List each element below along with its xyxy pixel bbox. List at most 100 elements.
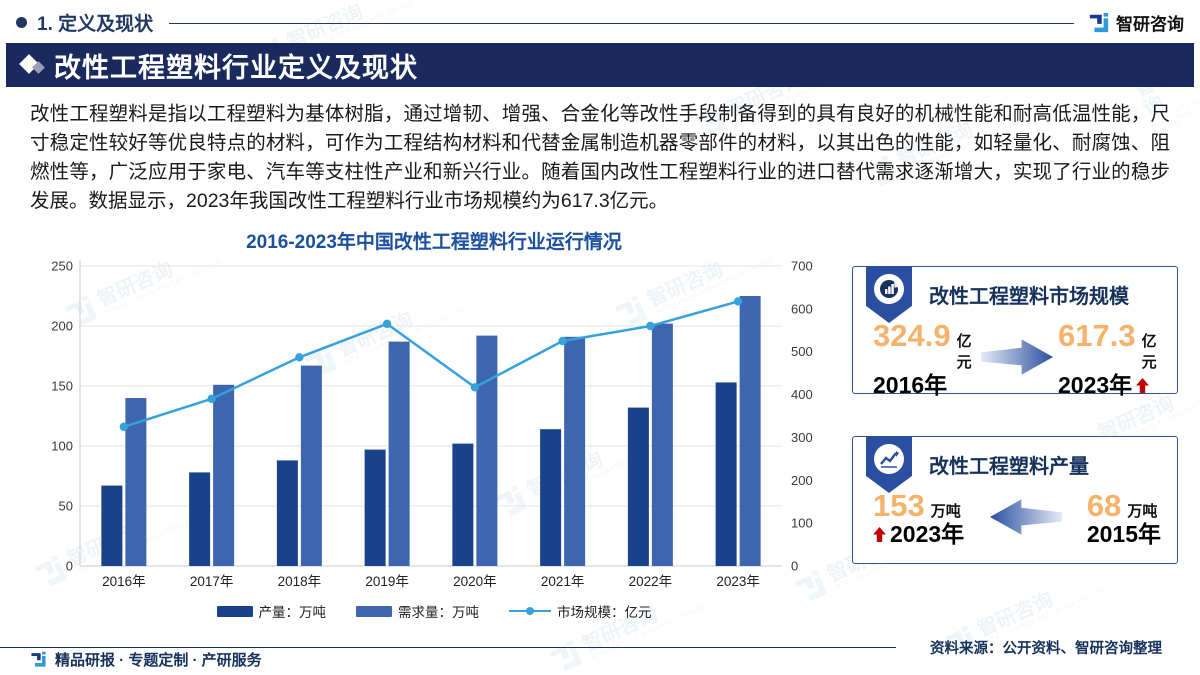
stat-2023: 153 万吨 2023年 bbox=[873, 490, 964, 549]
right-axis-tick: 500 bbox=[791, 344, 813, 359]
demand-bar-2020年 bbox=[476, 335, 498, 566]
stat-year: 2023年 bbox=[890, 521, 965, 547]
trend-chart-icon bbox=[874, 444, 904, 474]
right-axis-tick: 600 bbox=[791, 301, 813, 316]
right-axis-tick: 700 bbox=[791, 259, 813, 274]
legend-label: 市场规模：亿元 bbox=[557, 605, 652, 620]
x-axis-label: 2019年 bbox=[365, 574, 409, 589]
market-scale-swatch-icon bbox=[509, 606, 551, 615]
legend-item-market-scale: 市场规模：亿元 bbox=[509, 601, 652, 621]
stat-2015: 68 万吨 2015年 bbox=[1087, 490, 1161, 549]
stat-unit: 万吨 bbox=[1127, 503, 1158, 520]
right-axis-tick: 200 bbox=[791, 473, 813, 488]
left-axis-tick: 100 bbox=[51, 439, 73, 454]
services-row: 精品研报 · 专题定制 · 产研服务 bbox=[30, 649, 262, 670]
demand-bar-2018年 bbox=[300, 365, 322, 566]
demand-bar-2022年 bbox=[651, 323, 673, 566]
market-scale-card: 改性工程塑料市场规模 324.9 亿元 2016年 bbox=[852, 266, 1178, 398]
up-trend-icon bbox=[1136, 378, 1150, 394]
header-divider bbox=[169, 23, 1074, 24]
stat-year: 2015年 bbox=[1086, 521, 1161, 547]
combo-chart: 0 50 100 150 200 250 0 100 200 300 400 500 600 700 201… bbox=[51, 259, 813, 590]
legend-item-demand: 需求量：万吨 bbox=[356, 601, 479, 621]
x-axis-label: 2018年 bbox=[278, 574, 322, 589]
services-text: 精品研报 · 专题定制 · 产研服务 bbox=[55, 652, 262, 669]
market-scale-marker-2021年 bbox=[558, 336, 567, 346]
demand-bar-2021年 bbox=[564, 336, 586, 566]
production-bar-2023年 bbox=[715, 382, 737, 566]
arrow-right-icon bbox=[980, 337, 1054, 382]
demand-bar-2017年 bbox=[213, 384, 235, 566]
right-axis-tick: 0 bbox=[791, 559, 798, 574]
brand-logo-icon bbox=[1089, 12, 1109, 32]
production-bar-2018年 bbox=[276, 460, 298, 566]
production-bar-2017年 bbox=[189, 472, 211, 566]
legend-item-production: 产量：万吨 bbox=[216, 601, 327, 621]
card-body: 324.9 亿元 2016年 bbox=[853, 309, 1177, 400]
x-axis-label: 2021年 bbox=[541, 574, 585, 589]
card-title: 改性工程塑料市场规模 bbox=[929, 286, 1129, 308]
legend-label: 产量：万吨 bbox=[258, 605, 327, 620]
card-title: 改性工程塑料产量 bbox=[929, 456, 1089, 478]
data-source: 资料来源：公开资料、智研咨询整理 bbox=[930, 641, 1162, 657]
left-axis-tick: 200 bbox=[51, 319, 73, 334]
market-scale-marker-2018年 bbox=[295, 353, 304, 362]
production-swatch-icon bbox=[216, 605, 253, 617]
production-card: 改性工程塑料产量 153 万吨 2023年 bbox=[852, 436, 1178, 564]
x-axis-label: 2023年 bbox=[716, 574, 760, 589]
brand-logo-icon bbox=[31, 651, 46, 667]
market-scale-marker-2016年 bbox=[119, 422, 129, 431]
stat-year: 2016年 bbox=[873, 372, 948, 398]
production-bar-2022年 bbox=[627, 407, 649, 566]
market-scale-marker-2022年 bbox=[646, 321, 655, 331]
brand-name: 智研咨询 bbox=[1116, 15, 1184, 34]
legend-label: 需求量：万吨 bbox=[398, 605, 479, 620]
section-bullet-icon bbox=[16, 17, 27, 28]
production-bar-2019年 bbox=[364, 449, 386, 566]
stat-unit: 亿元 bbox=[1141, 333, 1157, 371]
card-body: 153 万吨 2023年 bbox=[853, 479, 1177, 549]
chart-title: 2016-2023年中国改性工程塑料行业运行情况 bbox=[246, 232, 622, 253]
banner-title: 改性工程塑料行业定义及现状 bbox=[54, 52, 418, 83]
stat-value: 324.9 bbox=[873, 318, 951, 353]
up-trend-icon bbox=[873, 527, 886, 543]
production-bar-2016年 bbox=[101, 485, 123, 566]
stat-value: 68 bbox=[1086, 488, 1122, 523]
stat-value: 153 bbox=[873, 488, 925, 523]
chart-legend: 产量：万吨 需求量：万吨 市场规模：亿元 bbox=[34, 601, 834, 621]
top-header: 1. 定义及现状 智研咨询 bbox=[0, 0, 1200, 36]
stat-unit: 亿元 bbox=[956, 333, 972, 371]
chart-panel: 2016-2023年中国改性工程塑料行业运行情况 0 50 100 150 200 250… bbox=[34, 218, 834, 621]
demand-bar-2023年 bbox=[739, 296, 761, 566]
left-axis-tick: 250 bbox=[51, 259, 73, 274]
right-axis-tick: 400 bbox=[791, 387, 813, 402]
content-row: 2016-2023年中国改性工程塑料行业运行情况 0 50 100 150 200 250… bbox=[0, 216, 1200, 621]
demand-bar-2016年 bbox=[125, 398, 147, 566]
diamond-icon bbox=[19, 52, 48, 78]
x-axis-label: 2020年 bbox=[453, 574, 497, 589]
demand-bar-2019年 bbox=[388, 341, 410, 566]
stat-year: 2023年 bbox=[1058, 372, 1133, 398]
section-title: 1. 定义及现状 bbox=[37, 14, 154, 35]
footer-divider bbox=[0, 647, 896, 648]
x-axis-label: 2022年 bbox=[629, 574, 673, 589]
arrow-left-icon bbox=[989, 497, 1063, 542]
banner: 改性工程塑料行业定义及现状 bbox=[6, 43, 1194, 87]
x-axis-label: 2016年 bbox=[102, 574, 146, 589]
left-axis-tick: 150 bbox=[51, 379, 73, 394]
production-bar-2021年 bbox=[540, 429, 562, 566]
stat-value: 617.3 bbox=[1058, 318, 1136, 353]
stat-2023: 617.3 亿元 2023年 bbox=[1058, 320, 1161, 400]
x-axis-label: 2017年 bbox=[190, 574, 234, 589]
left-axis-tick: 50 bbox=[59, 499, 73, 514]
stat-cards-column: 改性工程塑料市场规模 324.9 亿元 2016年 bbox=[834, 218, 1186, 621]
intro-paragraph: 改性工程塑料是指以工程塑料为基体树脂，通过增韧、增强、合金化等改性手段制备得到的… bbox=[30, 103, 1170, 212]
right-axis-tick: 100 bbox=[791, 516, 813, 531]
market-scale-marker-2020年 bbox=[470, 383, 480, 392]
production-bar-2020年 bbox=[452, 443, 474, 566]
pie-chart-icon bbox=[874, 274, 904, 304]
source-row: 资料来源：公开资料、智研咨询整理 bbox=[0, 637, 1200, 658]
market-scale-marker-2017年 bbox=[207, 394, 216, 404]
market-scale-marker-2019年 bbox=[382, 319, 392, 329]
